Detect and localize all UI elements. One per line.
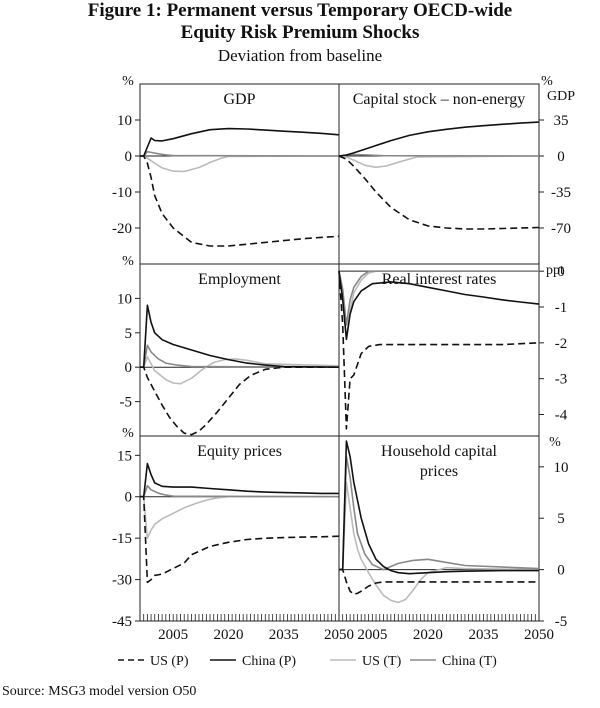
y-tick-label-0-3: -20 (112, 221, 132, 237)
panel-title-0: GDP (223, 91, 255, 108)
figure-title-line1: Figure 1: Permanent versus Temporary OEC… (87, 0, 513, 21)
y-tick-label-2-1: 5 (125, 326, 133, 342)
y-tick-label-4-2: -15 (112, 531, 132, 547)
panel-frame-0 (139, 83, 340, 265)
y-unit-5: % (549, 435, 561, 450)
panel-title-5-a: Household capital (381, 443, 498, 460)
series-line-0-ust (140, 155, 340, 173)
y-tick-label-4-1: 0 (125, 490, 133, 506)
y-tick-label-5-2: 0 (557, 563, 565, 579)
y-tick-label-4-0: 15 (117, 448, 132, 464)
panel-frame-1 (338, 83, 540, 265)
x-tick-label-4-2: 2035 (269, 627, 299, 643)
y-tick-label-1-0: 35 (554, 113, 569, 129)
y-tick-label-1-3: -70 (551, 221, 571, 237)
y-tick-label-0-2: -10 (112, 185, 132, 201)
series-line-4-usp (140, 495, 340, 584)
y-unit-1: % (541, 74, 553, 89)
series-line-1-ust (338, 155, 540, 169)
legend-label-0: US (P) (150, 654, 189, 669)
series-line-4-chinap (140, 462, 339, 498)
y-unit-3: ppt (546, 263, 564, 278)
panel-frame-4 (139, 435, 340, 622)
series-line-5-chinap (339, 440, 539, 575)
y-tick-label-5-1: 5 (557, 511, 565, 527)
y-tick-label-2-0: 10 (117, 291, 132, 307)
y-tick-label-3-3: -3 (555, 372, 568, 388)
series-line-1-chinat (338, 153, 540, 157)
y-unit-4: % (122, 426, 134, 441)
y-tick-label-4-3: -30 (112, 573, 132, 589)
panel-title-4: Equity prices (197, 443, 282, 460)
y-tick-label-5-0: 10 (554, 460, 569, 476)
series-line-2-chinap (140, 304, 340, 368)
series-line-0-chinap (140, 127, 340, 157)
series-line-4-ust (140, 495, 339, 539)
series-line-0-usp (140, 155, 340, 247)
panel-frame-2 (139, 263, 340, 437)
figure-subtitle: Deviation from baseline (217, 46, 383, 65)
series-line-0-chinat (140, 150, 340, 157)
source-note: Source: MSG3 model version O50 (2, 684, 197, 699)
y-tick-label-0-1: 0 (125, 149, 133, 165)
x-tick-label-5-2: 2035 (468, 627, 498, 643)
series-line-3-usp (338, 271, 540, 430)
figure-title-line2: Equity Risk Premium Shocks (180, 22, 420, 43)
legend-label-1: China (P) (242, 654, 296, 669)
series-line-1-chinap (338, 121, 540, 157)
y-tick-label-2-3: -5 (120, 395, 133, 411)
panel-title-2: Employment (198, 271, 281, 288)
y-unit-2: % (122, 254, 134, 269)
legend-label-2: US (T) (362, 654, 402, 669)
y-tick-label-0-0: 10 (117, 113, 132, 129)
panel-title-1: Capital stock – non-energy (353, 91, 526, 108)
series-line-1-usp (338, 155, 540, 230)
y-tick-label-1-2: -35 (551, 185, 571, 201)
y-unit2-1: GDP (547, 89, 575, 104)
series-line-2-usp (140, 366, 339, 436)
y-tick-label-3-1: -1 (555, 300, 568, 316)
y-unit-0: % (122, 74, 134, 89)
x-tick-label-5-3: 2050 (524, 627, 554, 643)
legend-label-3: China (T) (442, 654, 497, 669)
series-line-2-ust (140, 356, 340, 385)
x-tick-label-4-1: 2020 (213, 627, 243, 643)
y-tick-label-2-2: 0 (125, 360, 133, 376)
y-tick-label-3-0: 0 (557, 264, 565, 280)
series-line-3-chinat (338, 270, 539, 326)
series-line-2-chinat (140, 344, 340, 368)
x-tick-label-5-0: 2005 (357, 627, 387, 643)
y-tick-label-1-1: 0 (557, 149, 565, 165)
panel-title-3: Real interest rates (382, 271, 497, 288)
x-tick-label-4-0: 2005 (158, 627, 188, 643)
panel-title-5-b: prices (420, 463, 458, 480)
series-line-3-chinap (338, 271, 540, 341)
y-tick-label-5-3: -5 (555, 614, 568, 630)
series-line-5-chinat (339, 455, 540, 571)
y-tick-label-3-2: -2 (555, 336, 568, 352)
x-tick-label-4-3: 2050 (324, 627, 354, 643)
y-tick-label-3-4: -4 (555, 408, 568, 424)
y-tick-label-4-4: -45 (112, 614, 132, 630)
series-line-5-usp (339, 568, 539, 596)
x-tick-label-5-1: 2020 (413, 627, 443, 643)
